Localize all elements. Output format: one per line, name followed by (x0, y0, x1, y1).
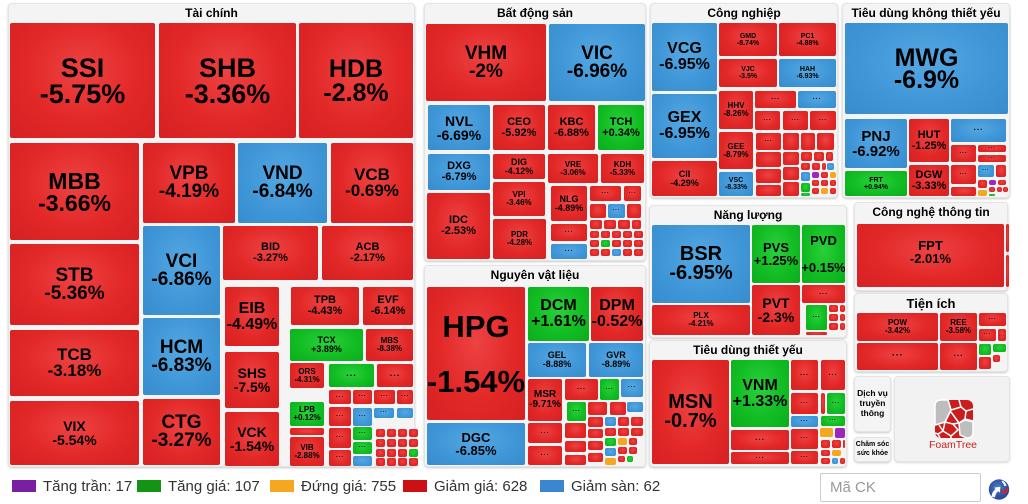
svg-text:FoamTree: FoamTree (929, 439, 977, 451)
